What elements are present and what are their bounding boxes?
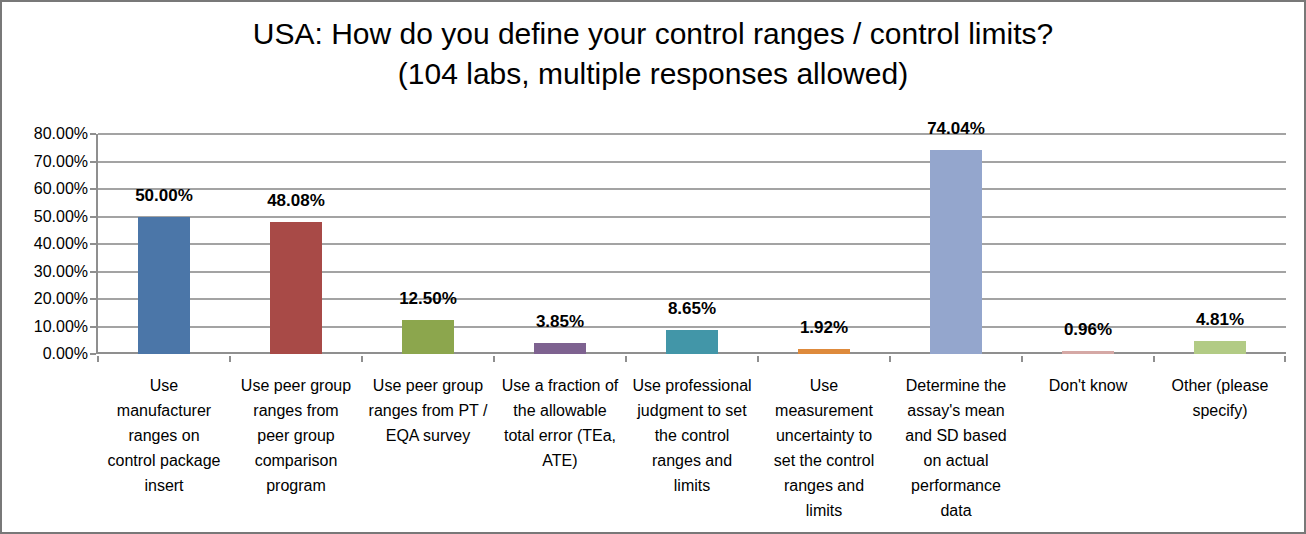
bar-value-label: 3.85% — [484, 312, 636, 332]
y-tick-label: 40.00% — [34, 234, 88, 254]
y-tick-label: 70.00% — [34, 152, 88, 172]
chart-title: USA: How do you define your control rang… — [2, 14, 1304, 94]
bar-value-label: 74.04% — [880, 119, 1032, 139]
x-axis-tick — [1284, 356, 1286, 362]
y-tick-label: 50.00% — [34, 207, 88, 227]
category-label: Other (please specify) — [1160, 373, 1280, 423]
bar-value-label: 4.81% — [1144, 310, 1296, 330]
category-slot: 48.08% — [230, 134, 362, 354]
category-label: Use peer group ranges from PT / EQA surv… — [368, 373, 488, 448]
category-label: Use measurement uncertainty to set the c… — [764, 373, 884, 523]
category-slot: 50.00% — [98, 134, 230, 354]
category-label: Use peer group ranges from peer group co… — [236, 373, 356, 498]
y-tick-label: 60.00% — [34, 179, 88, 199]
category-slot: 1.92% — [758, 134, 890, 354]
x-axis-labels: Use manufacturer ranges on control packa… — [98, 373, 1286, 533]
bar-value-label: 8.65% — [616, 299, 768, 319]
bar-value-label: 1.92% — [748, 318, 900, 338]
bar-value-label: 50.00% — [88, 186, 240, 206]
category-slot: 12.50% — [362, 134, 494, 354]
x-axis-tick — [1153, 356, 1155, 362]
y-tick-label: 30.00% — [34, 262, 88, 282]
bar — [1194, 341, 1246, 354]
bar — [534, 343, 586, 354]
category-label: Determine the assay's mean and SD based … — [896, 373, 1016, 523]
y-tick-label: 80.00% — [34, 124, 88, 144]
category-slot: 4.81% — [1154, 134, 1286, 354]
bar — [402, 320, 454, 354]
chart-title-line1: USA: How do you define your control rang… — [2, 14, 1304, 54]
category-slot: 0.96% — [1022, 134, 1154, 354]
bar — [666, 330, 718, 354]
bar — [930, 150, 982, 354]
bar — [798, 349, 850, 354]
bar — [270, 222, 322, 354]
x-axis-tick — [229, 356, 231, 362]
y-tick-label: 10.00% — [34, 317, 88, 337]
y-axis-tick — [90, 353, 96, 355]
x-axis-tick — [757, 356, 759, 362]
y-axis-tick — [90, 271, 96, 273]
category-slot: 3.85% — [494, 134, 626, 354]
x-axis-tick — [889, 356, 891, 362]
category-slot: 8.65% — [626, 134, 758, 354]
plot-area: 50.00%48.08%12.50%3.85%8.65%1.92%74.04%0… — [98, 134, 1286, 354]
y-axis-tick — [90, 133, 96, 135]
category-label: Don't know — [1028, 373, 1148, 398]
y-axis-tick — [90, 326, 96, 328]
category-slot: 74.04% — [890, 134, 1022, 354]
chart-title-line2: (104 labs, multiple responses allowed) — [2, 54, 1304, 94]
category-label: Use a fraction of the allowable total er… — [500, 373, 620, 473]
y-axis-labels: 0.00%10.00%20.00%30.00%40.00%50.00%60.00… — [2, 134, 88, 354]
x-axis-tick — [493, 356, 495, 362]
y-axis-tick — [90, 243, 96, 245]
chart: USA: How do you define your control rang… — [0, 0, 1306, 534]
x-axis-tick — [1021, 356, 1023, 362]
y-axis-tick — [90, 161, 96, 163]
y-tick-label: 20.00% — [34, 289, 88, 309]
y-axis-tick — [90, 216, 96, 218]
bar-value-label: 12.50% — [352, 289, 504, 309]
y-axis-tick — [90, 298, 96, 300]
bar — [138, 217, 190, 355]
y-tick-label: 0.00% — [43, 344, 88, 364]
category-label: Use manufacturer ranges on control packa… — [104, 373, 224, 498]
category-label: Use professional judgment to set the con… — [632, 373, 752, 498]
bar-value-label: 48.08% — [220, 191, 372, 211]
x-axis-tick — [625, 356, 627, 362]
bar — [1062, 351, 1114, 354]
x-axis-tick — [97, 356, 99, 362]
x-axis-tick — [361, 356, 363, 362]
bar-value-label: 0.96% — [1012, 320, 1164, 340]
